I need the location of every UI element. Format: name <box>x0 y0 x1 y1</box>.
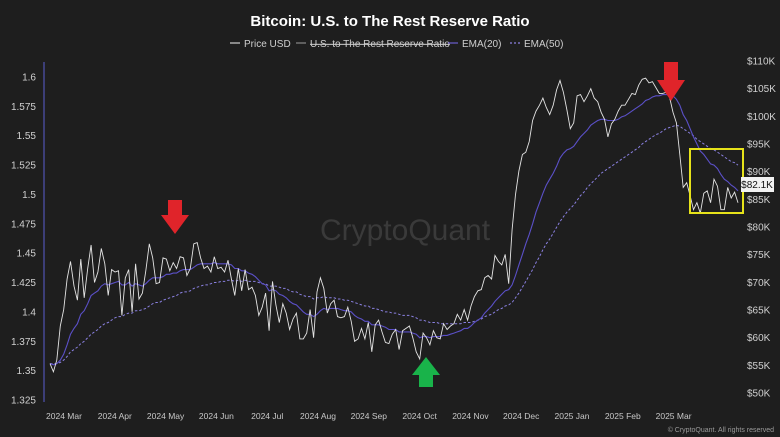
left-tick-label: 1.55 <box>17 131 37 142</box>
legend-label-price: Price USD <box>244 39 291 50</box>
legend-item-price[interactable]: Price USD <box>230 39 291 50</box>
x-tick-label: 2024 Jul <box>251 411 283 421</box>
watermark: CryptoQuant <box>320 214 491 247</box>
right-tick-label: $60K <box>747 333 771 344</box>
right-tick-label: $105K <box>747 84 776 95</box>
left-tick-label: 1.5 <box>22 190 36 201</box>
series-line-ema20 <box>49 94 739 366</box>
x-tick-label: 2025 Feb <box>605 411 641 421</box>
right-tick-label: $90K <box>747 167 771 178</box>
left-tick-label: 1.425 <box>11 278 36 289</box>
current-price-label: $82.1K <box>741 180 773 191</box>
left-tick-label: 1.575 <box>11 102 36 113</box>
legend-label-ema20: EMA(20) <box>462 39 501 50</box>
legend-item-ema50[interactable]: EMA(50) <box>510 39 563 50</box>
x-tick-label: 2025 Jan <box>555 411 590 421</box>
left-tick-label: 1.45 <box>17 249 37 260</box>
x-tick-label: 2024 Apr <box>98 411 132 421</box>
legend-label-ema50: EMA(50) <box>524 39 563 50</box>
left-tick-label: 1.6 <box>22 73 36 84</box>
right-tick-label: $65K <box>747 306 771 317</box>
x-tick-label: 2024 May <box>147 411 185 421</box>
right-tick-label: $110K <box>747 57 776 68</box>
chart-title: Bitcoin: U.S. to The Rest Reserve Ratio <box>250 13 529 30</box>
x-axis-ticks: 2024 Mar 2024 Apr 2024 May 2024 Jun 2024 Jul… <box>46 411 692 421</box>
right-tick-label: $70K <box>747 278 771 289</box>
x-tick-label: 2025 Mar <box>656 411 692 421</box>
x-tick-label: 2024 Aug <box>300 411 336 421</box>
arrow-up-icon <box>412 357 440 387</box>
legend: Price USD U.S. to The Rest Reserve Ratio… <box>230 39 563 50</box>
credit-text: © CryptoQuant. All rights reserved <box>668 426 774 434</box>
series-line-ema50 <box>50 124 739 365</box>
legend-item-ratio[interactable]: U.S. to The Rest Reserve Ratio <box>296 39 450 50</box>
left-axis-ticks: 1.6 1.575 1.55 1.525 1.5 1.475 1.45 1.425 1.4 1.3… <box>11 73 36 407</box>
arrow-oct <box>412 357 440 387</box>
current-price-badge-bg <box>741 177 774 192</box>
legend-item-ema20[interactable]: EMA(20) <box>448 39 501 50</box>
right-tick-label: $100K <box>747 112 776 123</box>
legend-label-ratio: U.S. to The Rest Reserve Ratio <box>310 39 450 50</box>
right-tick-label: $95K <box>747 140 771 151</box>
series-line-ratio <box>49 77 739 374</box>
arrow-down-icon <box>657 62 685 101</box>
x-tick-label: 2024 Nov <box>452 411 489 421</box>
x-tick-label: 2024 Dec <box>503 411 540 421</box>
right-tick-label: $85K <box>747 195 771 206</box>
arrow-may <box>161 200 189 234</box>
right-axis-ticks: $110K $105K $100K $95K $90K $85K $80K $75K $70K $… <box>747 57 776 400</box>
arrow-down-icon <box>161 200 189 234</box>
left-tick-label: 1.525 <box>11 161 36 172</box>
left-tick-label: 1.375 <box>11 337 36 348</box>
x-tick-label: 2024 Sep <box>351 411 388 421</box>
current-price-badge: $82.1K <box>741 177 774 192</box>
arrow-feb <box>657 62 685 101</box>
right-tick-label: $75K <box>747 250 771 261</box>
x-tick-label: 2024 Mar <box>46 411 82 421</box>
left-tick-label: 1.325 <box>11 396 36 407</box>
x-tick-label: 2024 Oct <box>402 411 437 421</box>
left-tick-label: 1.35 <box>17 366 37 377</box>
left-tick-label: 1.4 <box>22 307 36 318</box>
left-tick-label: 1.475 <box>11 219 36 230</box>
right-tick-label: $50K <box>747 389 771 400</box>
right-tick-label: $55K <box>747 361 771 372</box>
right-tick-label: $80K <box>747 223 771 234</box>
x-tick-label: 2024 Jun <box>199 411 234 421</box>
